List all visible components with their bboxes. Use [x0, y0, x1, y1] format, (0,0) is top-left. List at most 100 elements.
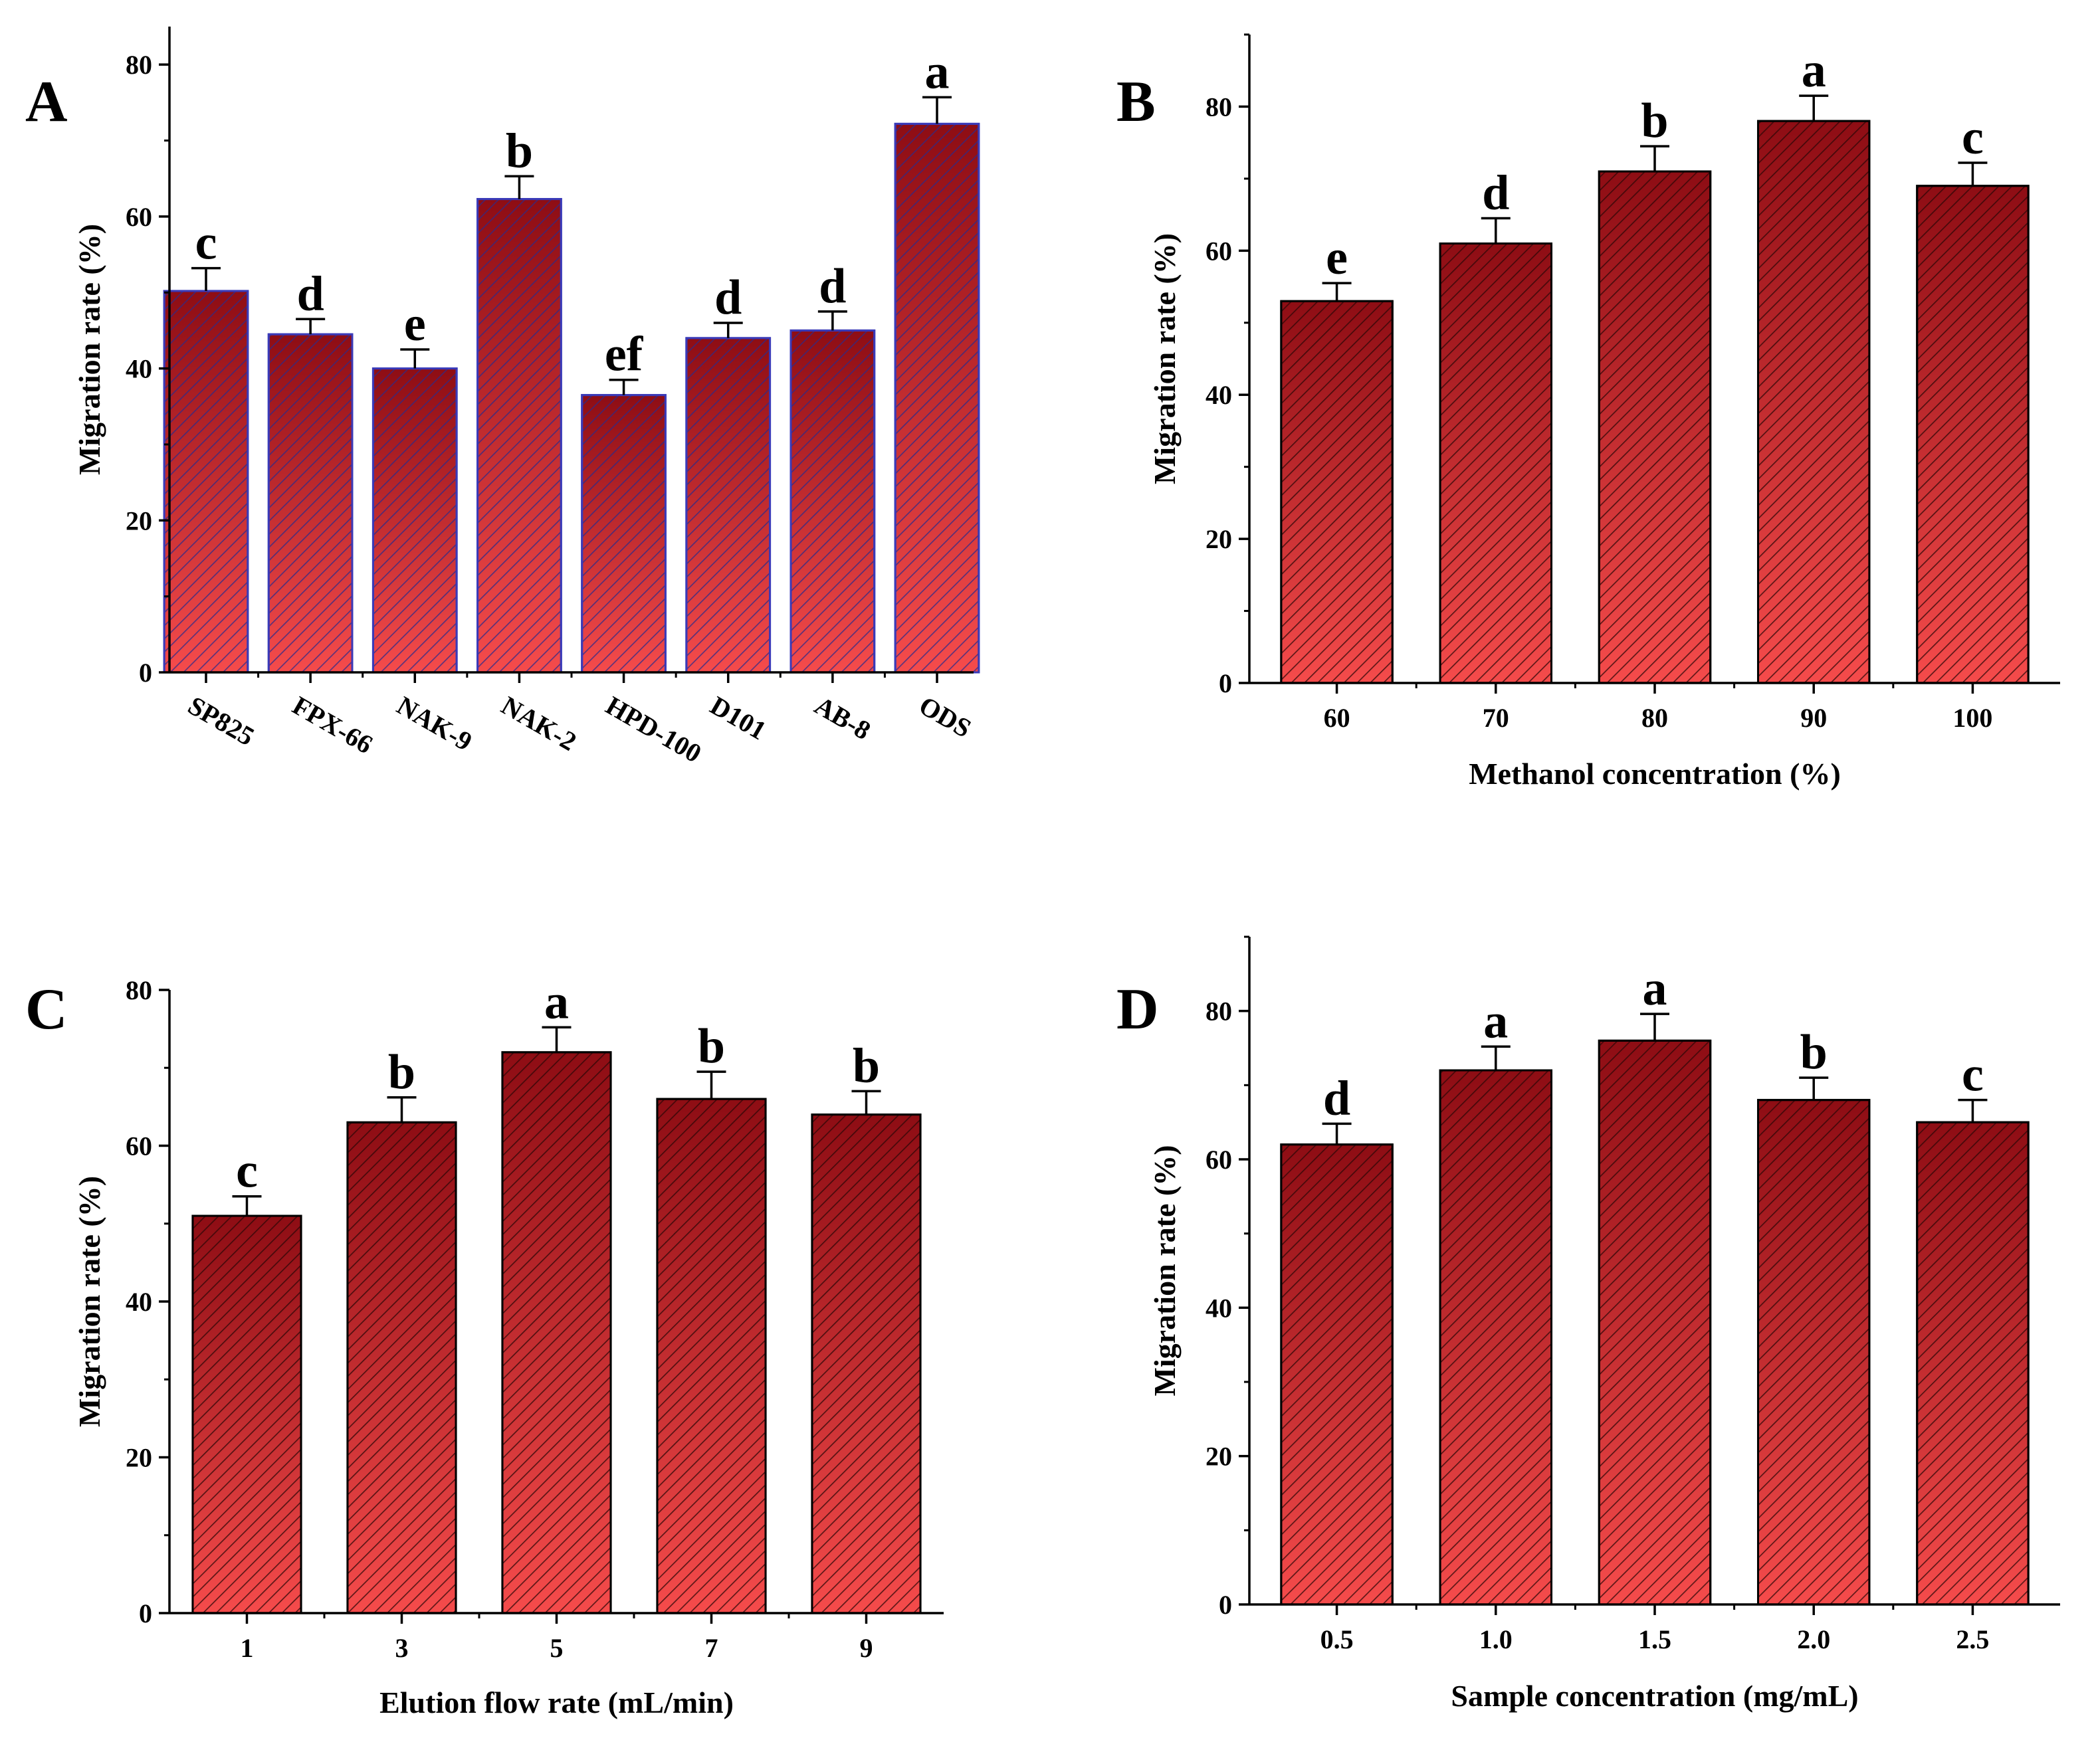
panel-d-x-tick-label-0: 0.5 [1320, 1624, 1354, 1654]
panel-b-x-axis-title: Methanol concentration (%) [1469, 757, 1841, 791]
panel-c-letter: C [25, 977, 68, 1042]
panel-d-bar-hatch-1 [1439, 1069, 1553, 1606]
panel-a-y-tick-label-2: 40 [126, 354, 152, 384]
panel-a-bar-hatch-6 [789, 329, 876, 674]
panel-d-sig-1: a [1483, 994, 1508, 1048]
panel-a-y-tick-label-4: 80 [126, 50, 152, 80]
panel-c: C c b a b b 0 20 40 60 80 1 3 5 7 9 Migration rate (%) E… [25, 975, 944, 1719]
panel-a-x-tick-label-0: SP825 [183, 690, 260, 751]
panel-a-y-tick-label-0: 0 [139, 658, 152, 688]
panel-c-y-axis-title: Migration rate (%) [72, 1176, 106, 1427]
panel-c-bar-hatch-3 [656, 1098, 767, 1614]
panel-c-plot: c b a b b 0 20 40 60 80 1 3 5 7 9 Migration rate (%) Elu… [72, 975, 944, 1719]
panel-d-plot: d a a b c 0 20 40 60 80 0.5 1.0 1.5 2.0 2.5 Migration r… [1148, 935, 2060, 1713]
panel-d-y-tick-label-1: 20 [1206, 1442, 1232, 1472]
panel-c-sig-2: a [544, 975, 569, 1029]
panel-d: D d a a b c 0 20 40 60 80 0.5 1.0 1.5 2.0 2.5 Migration… [1116, 935, 2060, 1713]
panel-a-bar-hatch-4 [581, 394, 667, 674]
panel-d-bar-hatch-4 [1916, 1121, 2030, 1606]
panel-a-bar-hatch-7 [894, 122, 980, 674]
panel-c-y-tick-label-0: 0 [139, 1598, 152, 1628]
panel-c-bar-hatch-1 [346, 1121, 457, 1614]
panel-a-bar-hatch-0 [163, 290, 249, 674]
panel-d-y-tick-label-3: 60 [1206, 1145, 1232, 1175]
panel-b-sig-2: b [1641, 94, 1668, 148]
panel-a-sig-2: e [404, 297, 426, 351]
panel-a-bar-hatch-3 [476, 198, 562, 674]
panel-b-y-tick-label-1: 20 [1206, 524, 1232, 554]
panel-a-x-tick-label-4: HPD-100 [601, 690, 706, 769]
panel-d-bar-hatch-0 [1280, 1143, 1394, 1606]
panel-a-y-axis-title: Migration rate (%) [72, 224, 106, 475]
panel-a-x-tick-label-3: NAK-2 [496, 690, 581, 757]
panel-d-sig-0: d [1323, 1071, 1350, 1125]
panel-b-bar-hatch-0 [1280, 300, 1394, 684]
panel-c-x-tick-label-3: 7 [705, 1633, 718, 1663]
panel-d-y-tick-label-0: 0 [1219, 1590, 1232, 1620]
panel-a-sig-7: a [925, 45, 950, 99]
panel-c-x-tick-label-4: 9 [860, 1633, 873, 1663]
panel-b-y-axis-title: Migration rate (%) [1148, 233, 1182, 484]
panel-d-sig-2: a [1643, 961, 1667, 1016]
panel-d-x-tick-label-2: 1.5 [1638, 1624, 1671, 1654]
panel-a-plot: c d e b ef d d a 0 20 40 60 80 SP825 FPX-66 NAK-9 NAK-2 H… [72, 27, 980, 769]
panel-b-x-tick-label-3: 90 [1800, 703, 1827, 733]
panel-a-bar-hatch-5 [685, 337, 772, 674]
panel-b-sig-3: a [1802, 43, 1826, 98]
panel-a-sig-0: c [195, 216, 217, 270]
panel-a-y-tick-label-3: 60 [126, 202, 152, 232]
panel-c-y-tick-label-3: 60 [126, 1131, 152, 1161]
panel-b: B e d b a c 0 20 40 60 80 60 70 80 90 100 Migration rat… [1116, 33, 2060, 791]
panel-d-bar-hatch-3 [1756, 1099, 1871, 1606]
panel-b-y-tick-label-3: 60 [1206, 236, 1232, 266]
panel-a-sig-3: b [506, 124, 533, 178]
panel-c-bar-hatch-0 [191, 1214, 302, 1614]
panel-c-bar-hatch-2 [501, 1051, 612, 1614]
panel-b-letter: B [1116, 70, 1156, 134]
panel-d-sig-3: b [1800, 1025, 1828, 1080]
panel-c-y-tick-label-1: 20 [126, 1443, 152, 1473]
panel-b-sig-4: c [1962, 110, 1984, 165]
panel-a-letter: A [25, 70, 68, 134]
panel-a-sig-5: d [714, 270, 742, 325]
panel-c-x-tick-label-2: 5 [550, 1633, 564, 1663]
panel-a-x-tick-label-1: FPX-66 [288, 690, 378, 760]
panel-d-y-tick-label-2: 40 [1206, 1293, 1232, 1323]
panel-b-sig-0: e [1326, 231, 1348, 285]
panel-a-sig-6: d [819, 259, 846, 314]
panel-b-x-tick-label-2: 80 [1641, 703, 1668, 733]
panel-d-x-axis-title: Sample concentration (mg/mL) [1451, 1679, 1858, 1713]
panel-b-plot: e d b a c 0 20 40 60 80 60 70 80 90 100 Migration rate … [1148, 33, 2060, 791]
panel-b-bar-hatch-2 [1598, 170, 1712, 684]
panel-b-sig-1: d [1482, 166, 1509, 221]
panel-c-sig-3: b [698, 1019, 725, 1074]
panel-d-y-tick-label-4: 80 [1206, 997, 1232, 1026]
panel-c-sig-4: b [853, 1038, 880, 1093]
panel-b-x-tick-label-1: 70 [1483, 703, 1509, 733]
panel-b-y-tick-label-4: 80 [1206, 92, 1232, 122]
panel-b-x-tick-label-0: 60 [1324, 703, 1350, 733]
panel-a-x-tick-label-2: NAK-9 [392, 690, 477, 757]
panel-b-y-tick-label-0: 0 [1219, 668, 1232, 698]
panel-b-y-tick-label-2: 40 [1206, 380, 1232, 410]
panel-a-x-tick-label-5: D101 [705, 690, 771, 745]
panel-c-y-tick-label-4: 80 [126, 975, 152, 1005]
panel-d-bar-hatch-2 [1598, 1039, 1712, 1606]
panel-d-sig-4: c [1962, 1048, 1984, 1102]
panel-c-y-tick-label-2: 40 [126, 1287, 152, 1317]
panel-a-x-tick-label-6: AB-8 [809, 690, 875, 745]
panel-d-x-tick-label-3: 2.0 [1797, 1624, 1830, 1654]
panel-b-bar-hatch-3 [1756, 120, 1871, 684]
panel-b-bar-hatch-4 [1916, 185, 2030, 684]
panel-c-bar-hatch-4 [811, 1113, 922, 1614]
panel-c-x-axis-title: Elution flow rate (mL/min) [379, 1686, 734, 1719]
panel-c-sig-0: c [236, 1144, 258, 1199]
panel-a-x-tick-label-7: ODS [914, 690, 977, 743]
panel-a: A c d e b ef d d a 0 20 40 60 80 SP825 FPX-66 NAK-9 NAK-… [25, 27, 980, 769]
panel-c-x-tick-label-0: 1 [241, 1633, 254, 1663]
panel-a-bar-hatch-2 [371, 367, 458, 674]
panel-a-sig-1: d [297, 266, 324, 321]
panel-d-x-tick-label-4: 2.5 [1956, 1624, 1989, 1654]
panel-a-sig-4: ef [605, 328, 644, 382]
